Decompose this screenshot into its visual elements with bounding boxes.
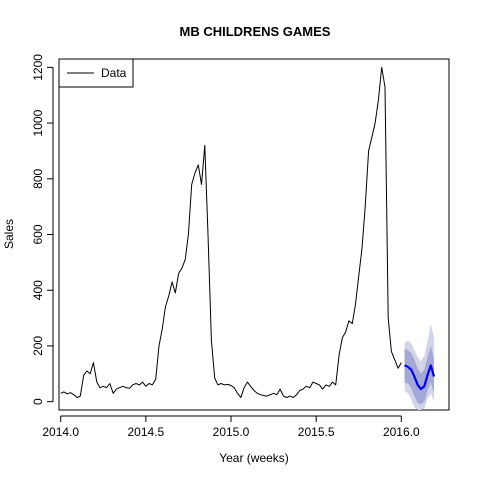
y-tick-label: 800 bbox=[31, 168, 45, 188]
x-tick-label: 2015.0 bbox=[213, 425, 250, 439]
x-axis: 2014.0 2014.5 2015.0 2015.5 2016.0 bbox=[42, 415, 420, 439]
x-axis-label: Year (weeks) bbox=[219, 451, 289, 465]
y-tick-label: 200 bbox=[31, 336, 45, 356]
x-tick-label: 2016.0 bbox=[383, 425, 420, 439]
legend: Data bbox=[58, 58, 134, 88]
legend-label-data: Data bbox=[101, 66, 127, 80]
x-tick-label: 2014.0 bbox=[42, 425, 79, 439]
y-tick-label: 0 bbox=[31, 398, 45, 405]
y-tick-label: 1000 bbox=[31, 109, 45, 136]
forecast-bands bbox=[404, 323, 434, 410]
y-tick-label: 1200 bbox=[31, 54, 45, 81]
y-tick-label: 400 bbox=[31, 280, 45, 300]
x-tick-label: 2015.5 bbox=[298, 425, 335, 439]
plot-frame bbox=[58, 58, 450, 411]
series-lines bbox=[60, 66, 436, 398]
forecast-band-inner bbox=[404, 345, 434, 405]
series-line-forecast bbox=[404, 364, 436, 391]
y-tick-label: 600 bbox=[31, 224, 45, 244]
y-axis-label: Sales bbox=[2, 219, 16, 249]
x-tick-label: 2014.5 bbox=[128, 425, 165, 439]
series-line-data bbox=[60, 66, 402, 398]
y-axis: 0 200 400 600 800 1000 1200 bbox=[31, 54, 54, 405]
chart-title: MB CHILDRENS GAMES bbox=[180, 24, 331, 39]
